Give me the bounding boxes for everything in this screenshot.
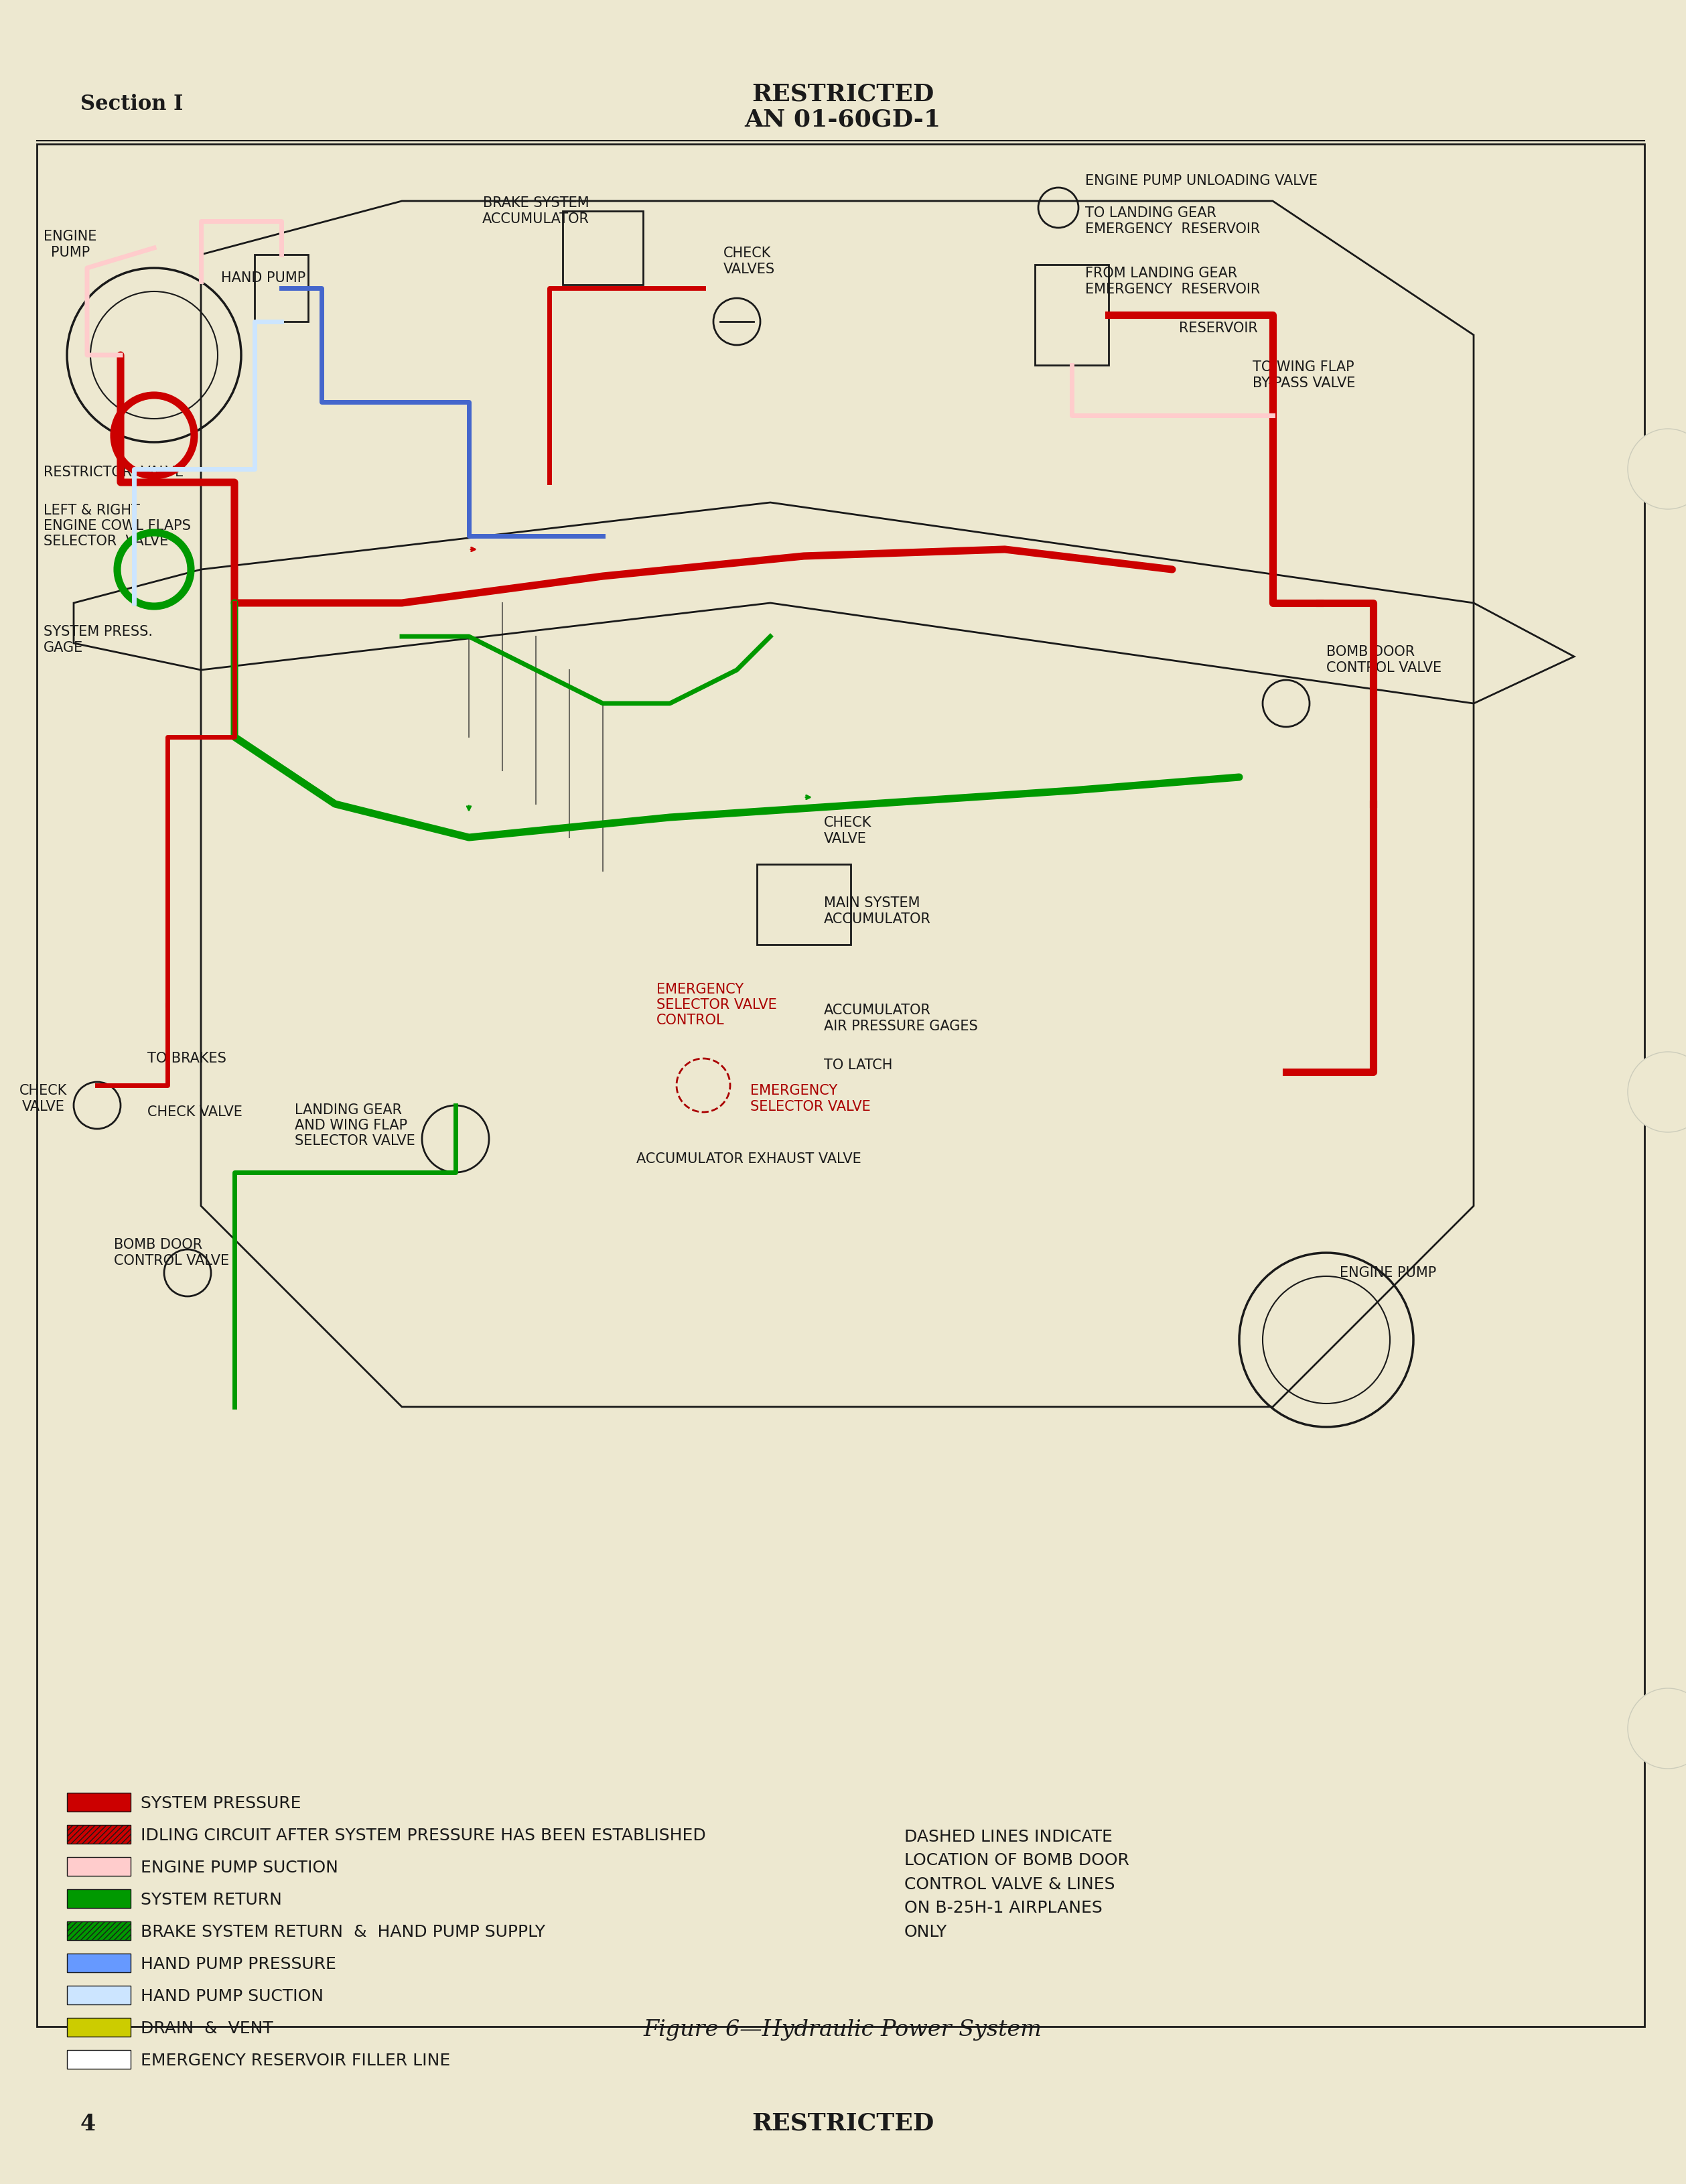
Text: RESERVOIR: RESERVOIR [1179,321,1258,334]
Text: HAND PUMP: HAND PUMP [221,271,305,284]
Text: TO WING FLAP
BY-PASS VALVE: TO WING FLAP BY-PASS VALVE [1253,360,1356,389]
Text: LANDING GEAR
AND WING FLAP
SELECTOR VALVE: LANDING GEAR AND WING FLAP SELECTOR VALV… [295,1103,415,1149]
Text: CHECK
VALVE: CHECK VALVE [20,1083,67,1114]
FancyBboxPatch shape [67,1793,130,1811]
Text: RESTRICTED: RESTRICTED [752,83,934,105]
FancyBboxPatch shape [67,2018,130,2038]
Text: RESTRICTED: RESTRICTED [752,2112,934,2136]
Text: SYSTEM PRESS.
GAGE: SYSTEM PRESS. GAGE [44,625,153,655]
Text: SYSTEM PRESSURE: SYSTEM PRESSURE [140,1795,302,1811]
Text: BOMB DOOR
CONTROL VALVE: BOMB DOOR CONTROL VALVE [115,1238,229,1267]
Text: ACCUMULATOR EXHAUST VALVE: ACCUMULATOR EXHAUST VALVE [636,1153,862,1166]
Text: BRAKE SYSTEM
ACCUMULATOR: BRAKE SYSTEM ACCUMULATOR [482,197,590,225]
Text: ENGINE PUMP: ENGINE PUMP [1340,1267,1436,1280]
FancyBboxPatch shape [67,1985,130,2005]
Text: LEFT & RIGHT
ENGINE COWL FLAPS
SELECTOR  VALVE: LEFT & RIGHT ENGINE COWL FLAPS SELECTOR … [44,505,191,548]
Text: HAND PUMP SUCTION: HAND PUMP SUCTION [140,1987,324,2005]
Text: TO BRAKES: TO BRAKES [147,1053,226,1066]
FancyBboxPatch shape [67,2051,130,2068]
Text: CHECK
VALVES: CHECK VALVES [723,247,776,275]
FancyBboxPatch shape [67,1922,130,1939]
Circle shape [1627,428,1686,509]
Text: MAIN SYSTEM
ACCUMULATOR: MAIN SYSTEM ACCUMULATOR [824,898,931,926]
FancyBboxPatch shape [67,1952,130,1972]
Circle shape [1627,1688,1686,1769]
Text: DASHED LINES INDICATE
LOCATION OF BOMB DOOR
CONTROL VALVE & LINES
ON B-25H-1 AIR: DASHED LINES INDICATE LOCATION OF BOMB D… [904,1828,1130,1939]
FancyBboxPatch shape [67,1856,130,1876]
Text: EMERGENCY
SELECTOR VALVE
CONTROL: EMERGENCY SELECTOR VALVE CONTROL [656,983,777,1026]
Text: EMERGENCY RESERVOIR FILLER LINE: EMERGENCY RESERVOIR FILLER LINE [140,2053,450,2068]
Text: AN 01-60GD-1: AN 01-60GD-1 [745,107,941,131]
Bar [757,865,851,946]
Text: TO LATCH: TO LATCH [824,1059,892,1072]
FancyBboxPatch shape [67,1826,130,1843]
Text: Section I: Section I [81,94,184,114]
Bar [37,144,1644,2027]
Text: Figure 6—Hydraulic Power System: Figure 6—Hydraulic Power System [644,2020,1042,2040]
Text: IDLING CIRCUIT AFTER SYSTEM PRESSURE HAS BEEN ESTABLISHED: IDLING CIRCUIT AFTER SYSTEM PRESSURE HAS… [140,1828,706,1843]
Text: EMERGENCY
SELECTOR VALVE: EMERGENCY SELECTOR VALVE [750,1083,870,1114]
Text: CHECK VALVE: CHECK VALVE [147,1105,243,1118]
Text: ENGINE PUMP UNLOADING VALVE: ENGINE PUMP UNLOADING VALVE [1086,175,1317,188]
Text: CHECK
VALVE: CHECK VALVE [824,817,872,845]
Bar [563,212,642,284]
Text: DRAIN  &  VENT: DRAIN & VENT [140,2020,273,2038]
Text: HAND PUMP PRESSURE: HAND PUMP PRESSURE [140,1957,336,1972]
Text: 4: 4 [81,2112,96,2134]
FancyBboxPatch shape [67,1889,130,1909]
Bar [255,256,309,321]
Text: ENGINE PUMP SUCTION: ENGINE PUMP SUCTION [140,1861,339,1876]
Circle shape [1627,1053,1686,1131]
Text: FROM LANDING GEAR
EMERGENCY  RESERVOIR: FROM LANDING GEAR EMERGENCY RESERVOIR [1086,266,1259,295]
Text: BRAKE SYSTEM RETURN  &  HAND PUMP SUPPLY: BRAKE SYSTEM RETURN & HAND PUMP SUPPLY [140,1924,545,1939]
Text: ENGINE
PUMP: ENGINE PUMP [44,229,96,260]
Text: RESTRICTOR  VALVE: RESTRICTOR VALVE [44,465,184,478]
Bar [1035,264,1109,365]
Text: TO LANDING GEAR
EMERGENCY  RESERVOIR: TO LANDING GEAR EMERGENCY RESERVOIR [1086,207,1259,236]
Text: ACCUMULATOR
AIR PRESSURE GAGES: ACCUMULATOR AIR PRESSURE GAGES [824,1005,978,1033]
Text: BOMB DOOR
CONTROL VALVE: BOMB DOOR CONTROL VALVE [1327,646,1442,675]
Text: SYSTEM RETURN: SYSTEM RETURN [140,1891,282,1909]
